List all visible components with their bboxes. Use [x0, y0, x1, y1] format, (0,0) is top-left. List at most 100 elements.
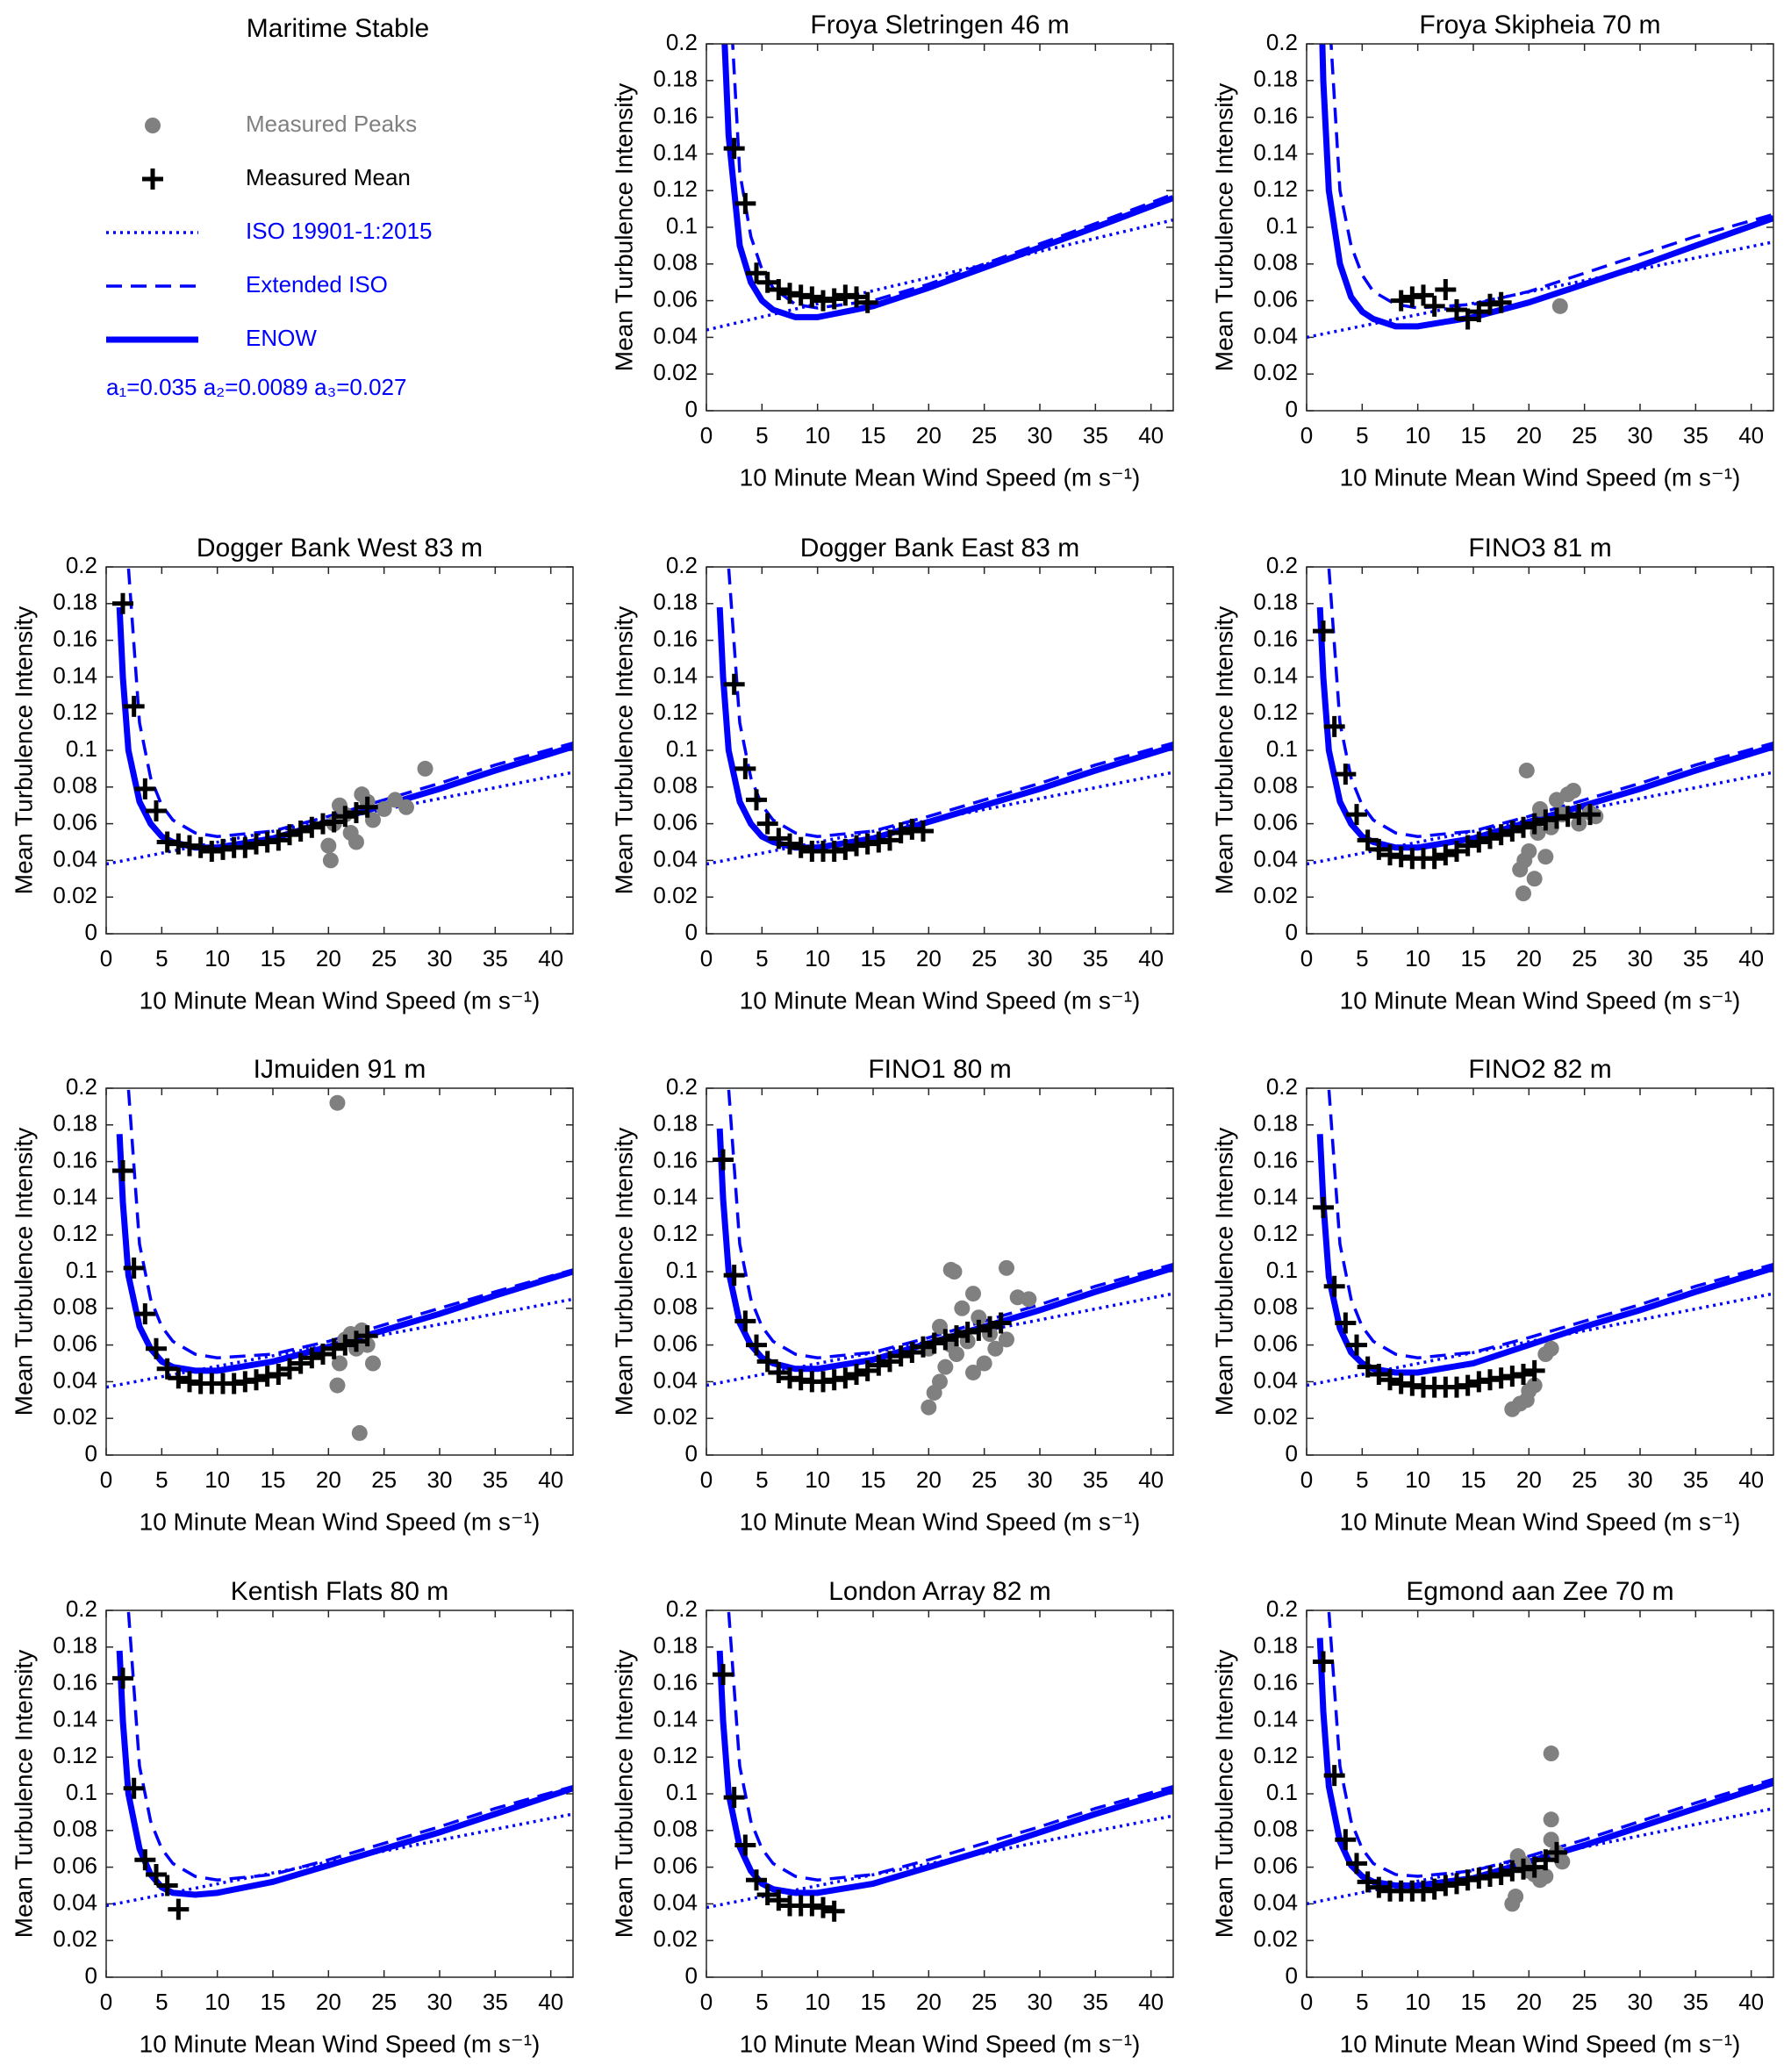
y-tick-label: 0.2: [666, 1595, 698, 1622]
x-tick-label: 35: [1083, 422, 1108, 448]
x-tick-label: 15: [861, 1989, 886, 2015]
panel-title: Dogger Bank West 83 m: [197, 534, 483, 563]
x-axis-label: 10 Minute Mean Wind Speed (m s⁻¹): [1340, 2030, 1741, 2057]
x-axis-label: 10 Minute Mean Wind Speed (m s⁻¹): [740, 2030, 1141, 2057]
y-axis-label: Mean Turbulence Intensity: [10, 1650, 37, 1938]
mean-point: [356, 1325, 378, 1347]
curve: [1319, 44, 1773, 330]
y-tick-label: 0.12: [53, 1220, 97, 1246]
mean-point: [1457, 835, 1479, 857]
panel-title: Froya Skipheia 70 m: [1419, 11, 1660, 39]
mean-point: [1346, 804, 1367, 826]
mean-point: [835, 1367, 856, 1389]
y-tick-label: 0.02: [653, 1925, 698, 1952]
y-tick-label: 0.18: [53, 1632, 97, 1659]
x-tick-label: 20: [916, 945, 942, 971]
y-tick-label: 0.1: [1266, 212, 1298, 239]
curve: [106, 771, 573, 866]
x-tick-label: 20: [316, 1989, 341, 2015]
mean-point: [1435, 279, 1457, 301]
y-tick-label: 0.18: [53, 1110, 97, 1136]
y-tick-label: 0.06: [53, 1330, 97, 1356]
y-tick-label: 0.08: [653, 772, 698, 799]
y-tick-label: 0.02: [1253, 1403, 1298, 1430]
mean-point: [1357, 1871, 1379, 1893]
y-tick-label: 0.18: [653, 1110, 698, 1136]
x-tick-label: 25: [971, 1466, 997, 1493]
x-tick-label: 40: [1738, 422, 1764, 448]
x-tick-label: 20: [916, 422, 942, 448]
peak-point: [937, 1359, 954, 1375]
y-tick-label: 0.08: [1253, 249, 1298, 276]
y-tick-label: 0.16: [653, 102, 698, 128]
y-tick-label: 0.06: [1253, 808, 1298, 835]
x-tick-label: 30: [1628, 422, 1653, 448]
curve: [721, 44, 1173, 320]
y-tick-label: 0.02: [53, 1925, 97, 1952]
mean-point: [1501, 820, 1523, 842]
mean-point: [946, 1325, 967, 1347]
peak-point: [921, 1399, 937, 1416]
y-tick-label: 0.14: [653, 139, 698, 165]
y-tick-label: 0: [85, 919, 97, 945]
mean-point: [1446, 1873, 1467, 1895]
y-tick-label: 0.12: [1253, 176, 1298, 202]
x-tick-label: 10: [1405, 422, 1430, 448]
peak-point: [1537, 1868, 1554, 1885]
peak-point: [965, 1364, 981, 1380]
axes-frame: [105, 566, 574, 935]
curve: [106, 1812, 573, 1908]
x-tick-label: 25: [1572, 1466, 1597, 1493]
curve: [727, 1088, 1173, 1359]
x-tick-label: 25: [371, 1989, 397, 2015]
mean-point: [1368, 1364, 1390, 1386]
y-tick-label: 0.2: [666, 29, 698, 55]
curve: [1316, 1638, 1773, 1889]
axes-frame: [1306, 1610, 1774, 1978]
mean-point: [768, 1889, 790, 1911]
panel: IJmuiden 91 m 0 0.02 0.04 0.06 0.08 0.1 0.12 0.1…: [10, 1055, 574, 1535]
y-tick-label: 0.2: [1266, 1595, 1298, 1622]
mean-point: [868, 1354, 890, 1376]
peak-point: [946, 1264, 963, 1280]
legend-marker: [142, 168, 163, 190]
axes-frame: [1306, 1087, 1774, 1456]
mean-point: [323, 1337, 345, 1359]
legend-label: Measured Mean: [246, 164, 411, 190]
panel: FINO1 80 m 0 0.02 0.04 0.06 0.08 0.1 0.12 0.14 0.…: [610, 1055, 1174, 1535]
mean-point: [746, 262, 767, 284]
y-tick-label: 0.16: [1253, 1668, 1298, 1695]
peak-point: [1521, 842, 1537, 859]
y-tick-label: 0.2: [66, 552, 97, 578]
mean-point: [290, 1352, 312, 1374]
x-tick-label: 40: [538, 1989, 563, 2015]
mean-point: [879, 829, 900, 851]
mean-point: [356, 796, 378, 818]
mean-point: [1390, 290, 1412, 312]
mean-point: [779, 833, 800, 855]
x-axis-label: 10 Minute Mean Wind Speed (m s⁻¹): [140, 2030, 541, 2057]
y-tick-label: 0.14: [1253, 1183, 1298, 1209]
x-tick-label: 35: [1083, 1466, 1108, 1493]
y-tick-label: 0.08: [1253, 1816, 1298, 1842]
y-tick-label: 0: [685, 919, 698, 945]
axes-frame: [105, 1610, 574, 1978]
panel-title: IJmuiden 91 m: [254, 1055, 426, 1084]
x-tick-label: 0: [100, 1989, 112, 2015]
x-tick-label: 30: [1628, 1989, 1653, 2015]
y-axis-label: Mean Turbulence Intensity: [1210, 1650, 1237, 1938]
legend-label: ENOW: [246, 325, 317, 351]
mean-point: [112, 592, 133, 614]
x-tick-label: 10: [204, 945, 230, 971]
mean-point: [290, 820, 312, 842]
mean-point: [813, 1896, 834, 1918]
mean-point: [301, 816, 323, 838]
mean-point: [746, 1334, 767, 1356]
x-tick-label: 40: [1138, 422, 1164, 448]
x-tick-label: 0: [100, 945, 112, 971]
curve: [706, 1292, 1173, 1387]
panel: Froya Skipheia 70 m 0 0.02 0.04 0.06 0.08 0.1 0…: [1210, 11, 1774, 491]
x-tick-label: 10: [805, 422, 830, 448]
axes-frame: [1306, 43, 1774, 412]
panel-title: London Array 82 m: [828, 1577, 1051, 1606]
